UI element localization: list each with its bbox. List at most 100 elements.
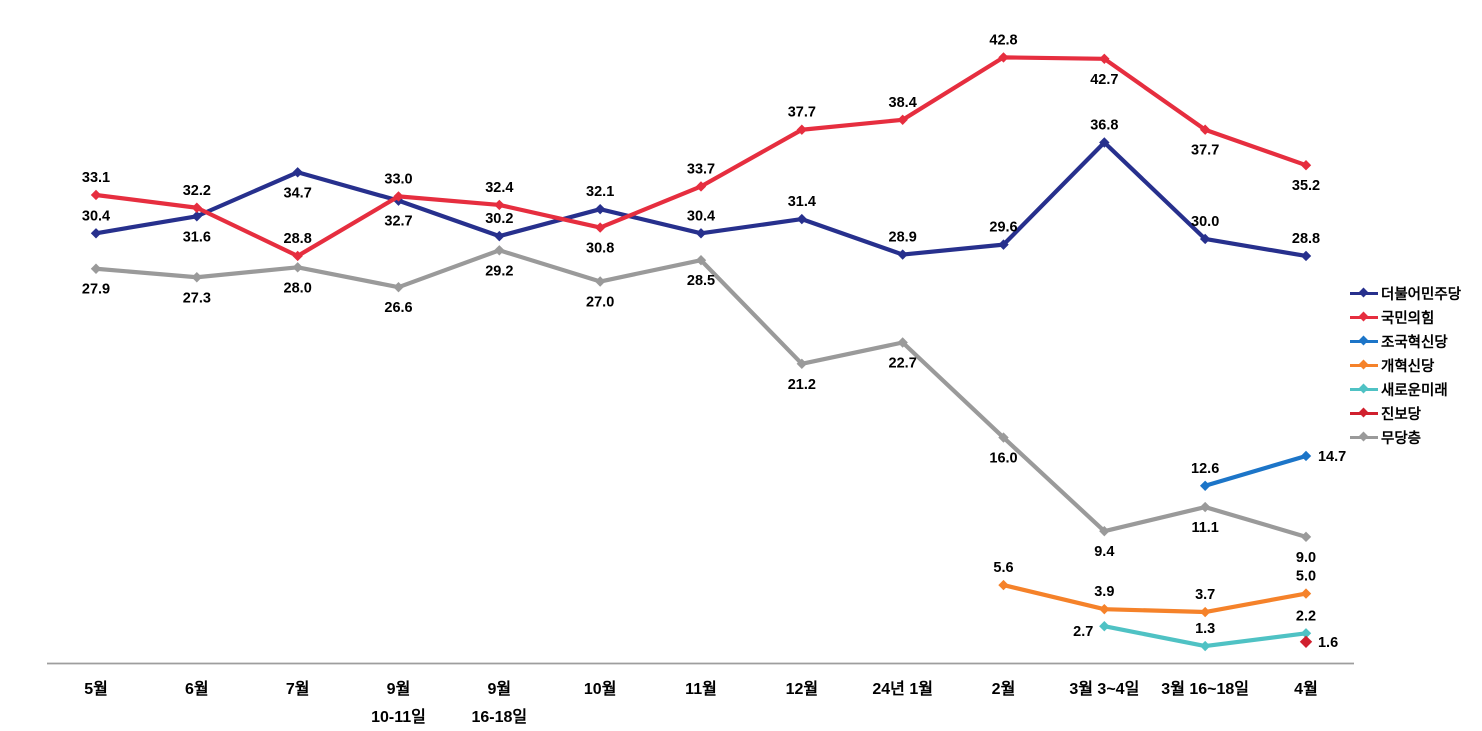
- data-label-democratic-party: 34.7: [284, 185, 312, 201]
- marker-democratic-party: [594, 203, 606, 215]
- data-label-democratic-party: 30.0: [1191, 214, 1219, 230]
- legend-label: 더불어민주당: [1381, 286, 1462, 303]
- legend-label: 개혁신당: [1381, 358, 1435, 375]
- data-label-independents: 9.0: [1296, 550, 1316, 566]
- series-labels-independents: 27.9 27.3 28.0 26.6 29.2 27.0 28.5 21.2 22.7 16.0…: [82, 263, 1316, 566]
- data-label-people-power-party: 37.7: [788, 105, 816, 121]
- marker-new-future-party: [1300, 628, 1312, 639]
- x-axis-label: 2월: [992, 680, 1016, 698]
- marker-democratic-party: [191, 211, 203, 222]
- x-axis-label: 7월: [286, 680, 310, 698]
- data-label-people-power-party: 33.0: [384, 171, 412, 187]
- legend-marker-independents: [1350, 431, 1378, 442]
- data-label-new-future-party: 1.3: [1195, 621, 1215, 637]
- x-axis-label: 5월: [84, 680, 108, 698]
- marker-people-power-party: [695, 181, 707, 192]
- marker-rebuilding-korea-party: [1300, 450, 1312, 462]
- legend-diamond-icon: [1358, 407, 1369, 418]
- marker-democratic-party: [1300, 250, 1312, 262]
- data-label-rebuilding-korea-party: 14.7: [1318, 449, 1346, 465]
- series-line-reform-party: [1001, 582, 1309, 615]
- series-line-independents: [93, 248, 1309, 539]
- marker-people-power-party: [494, 199, 505, 211]
- series-line-people-power-party: [93, 55, 1309, 259]
- data-label-independents: 9.4: [1094, 544, 1114, 560]
- marker-independents: [594, 276, 606, 287]
- data-label-independents: 26.6: [384, 300, 412, 316]
- marker-independents: [695, 255, 707, 266]
- marker-democratic-party: [695, 228, 707, 239]
- marker-independents: [494, 245, 505, 256]
- legend-label: 무당층: [1381, 430, 1422, 447]
- x-axis-label: 3월 16~18일: [1161, 680, 1249, 698]
- marker-independents: [1199, 501, 1211, 513]
- data-label-democratic-party: 29.6: [989, 220, 1017, 236]
- marker-independents: [90, 263, 102, 274]
- marker-people-power-party: [594, 222, 606, 233]
- series-democratic-party: [90, 137, 1312, 262]
- marker-democratic-party: [292, 167, 303, 178]
- legend-diamond-icon: [1358, 431, 1369, 442]
- series-line-rebuilding-korea-party: [1203, 453, 1309, 488]
- series-progressive-party: [1299, 635, 1313, 649]
- data-label-people-power-party: 28.8: [284, 231, 312, 247]
- marker-democratic-party: [90, 228, 102, 239]
- data-label-people-power-party: 33.1: [82, 170, 110, 186]
- marker-reform-party: [998, 579, 1009, 591]
- marker-independents: [998, 432, 1009, 443]
- marker-independents: [796, 358, 808, 369]
- marker-democratic-party: [897, 249, 908, 260]
- legend-label: 조국혁신당: [1381, 334, 1448, 351]
- data-label-democratic-party: 30.2: [485, 211, 513, 227]
- x-axis-label: 11월: [685, 680, 717, 698]
- data-label-democratic-party: 28.9: [889, 230, 917, 246]
- marker-people-power-party: [1300, 159, 1312, 171]
- marker-democratic-party: [1199, 233, 1211, 245]
- data-label-independents: 11.1: [1191, 520, 1218, 536]
- data-label-independents: 22.7: [889, 356, 917, 372]
- marker-democratic-party: [494, 230, 505, 242]
- marker-independents: [393, 281, 404, 293]
- x-axis-label: 24년 1월: [872, 679, 933, 698]
- series-people-power-party: [90, 52, 1312, 262]
- x-axis-label: 10-11일: [371, 708, 426, 726]
- legend-marker-rebuilding-korea-party: [1350, 335, 1378, 346]
- series-reform-party: [998, 579, 1312, 618]
- x-axis-labels: 5월 6월 7월 9월 10-11일 9월 16-18일 10월 11월 12월 24년 1월 2월 3…: [84, 679, 1318, 726]
- marker-democratic-party: [796, 213, 808, 225]
- data-label-independents: 27.0: [586, 295, 614, 311]
- data-label-reform-party: 3.9: [1094, 584, 1114, 600]
- series-labels-new-future-party: 2.7 1.3 2.2: [1073, 608, 1316, 640]
- legend-item-rebuilding-korea-party: 조국혁신당: [1350, 329, 1482, 353]
- series-line-democratic-party: [93, 140, 1309, 259]
- series-labels-rebuilding-korea-party: 12.6 14.7: [1191, 449, 1346, 477]
- legend-diamond-icon: [1358, 383, 1369, 394]
- chart-legend: 더불어민주당 국민의힘 조국혁신당 개혁신당 새로운미래 진보당 무당층: [1350, 281, 1482, 449]
- data-label-people-power-party: 32.2: [183, 183, 211, 199]
- data-label-new-future-party: 2.2: [1296, 608, 1316, 624]
- data-label-reform-party: 3.7: [1195, 587, 1215, 603]
- legend-label: 새로운미래: [1381, 382, 1448, 399]
- legend-marker-new-future-party: [1350, 383, 1378, 394]
- data-label-independents: 28.5: [687, 273, 715, 289]
- marker-independents: [897, 337, 908, 348]
- data-label-democratic-party: 31.6: [183, 229, 211, 245]
- data-label-people-power-party: 35.2: [1292, 178, 1320, 194]
- marker-people-power-party: [796, 124, 808, 135]
- data-label-democratic-party: 32.7: [384, 214, 412, 230]
- data-label-people-power-party: 32.4: [485, 180, 513, 196]
- legend-item-democratic-party: 더불어민주당: [1350, 281, 1482, 305]
- marker-progressive-party: [1299, 635, 1313, 649]
- data-label-people-power-party: 42.8: [989, 32, 1017, 48]
- legend-item-progressive-party: 진보당: [1350, 401, 1482, 425]
- marker-independents: [1099, 525, 1110, 537]
- data-label-independents: 29.2: [485, 263, 513, 279]
- marker-people-power-party: [90, 189, 102, 201]
- marker-people-power-party: [998, 52, 1009, 63]
- legend-item-reform-party: 개혁신당: [1350, 353, 1482, 377]
- x-axis-label: 10월: [584, 680, 617, 698]
- marker-reform-party: [1300, 588, 1312, 599]
- x-axis-label: 9월: [488, 680, 512, 698]
- x-axis-label: 6월: [185, 680, 209, 698]
